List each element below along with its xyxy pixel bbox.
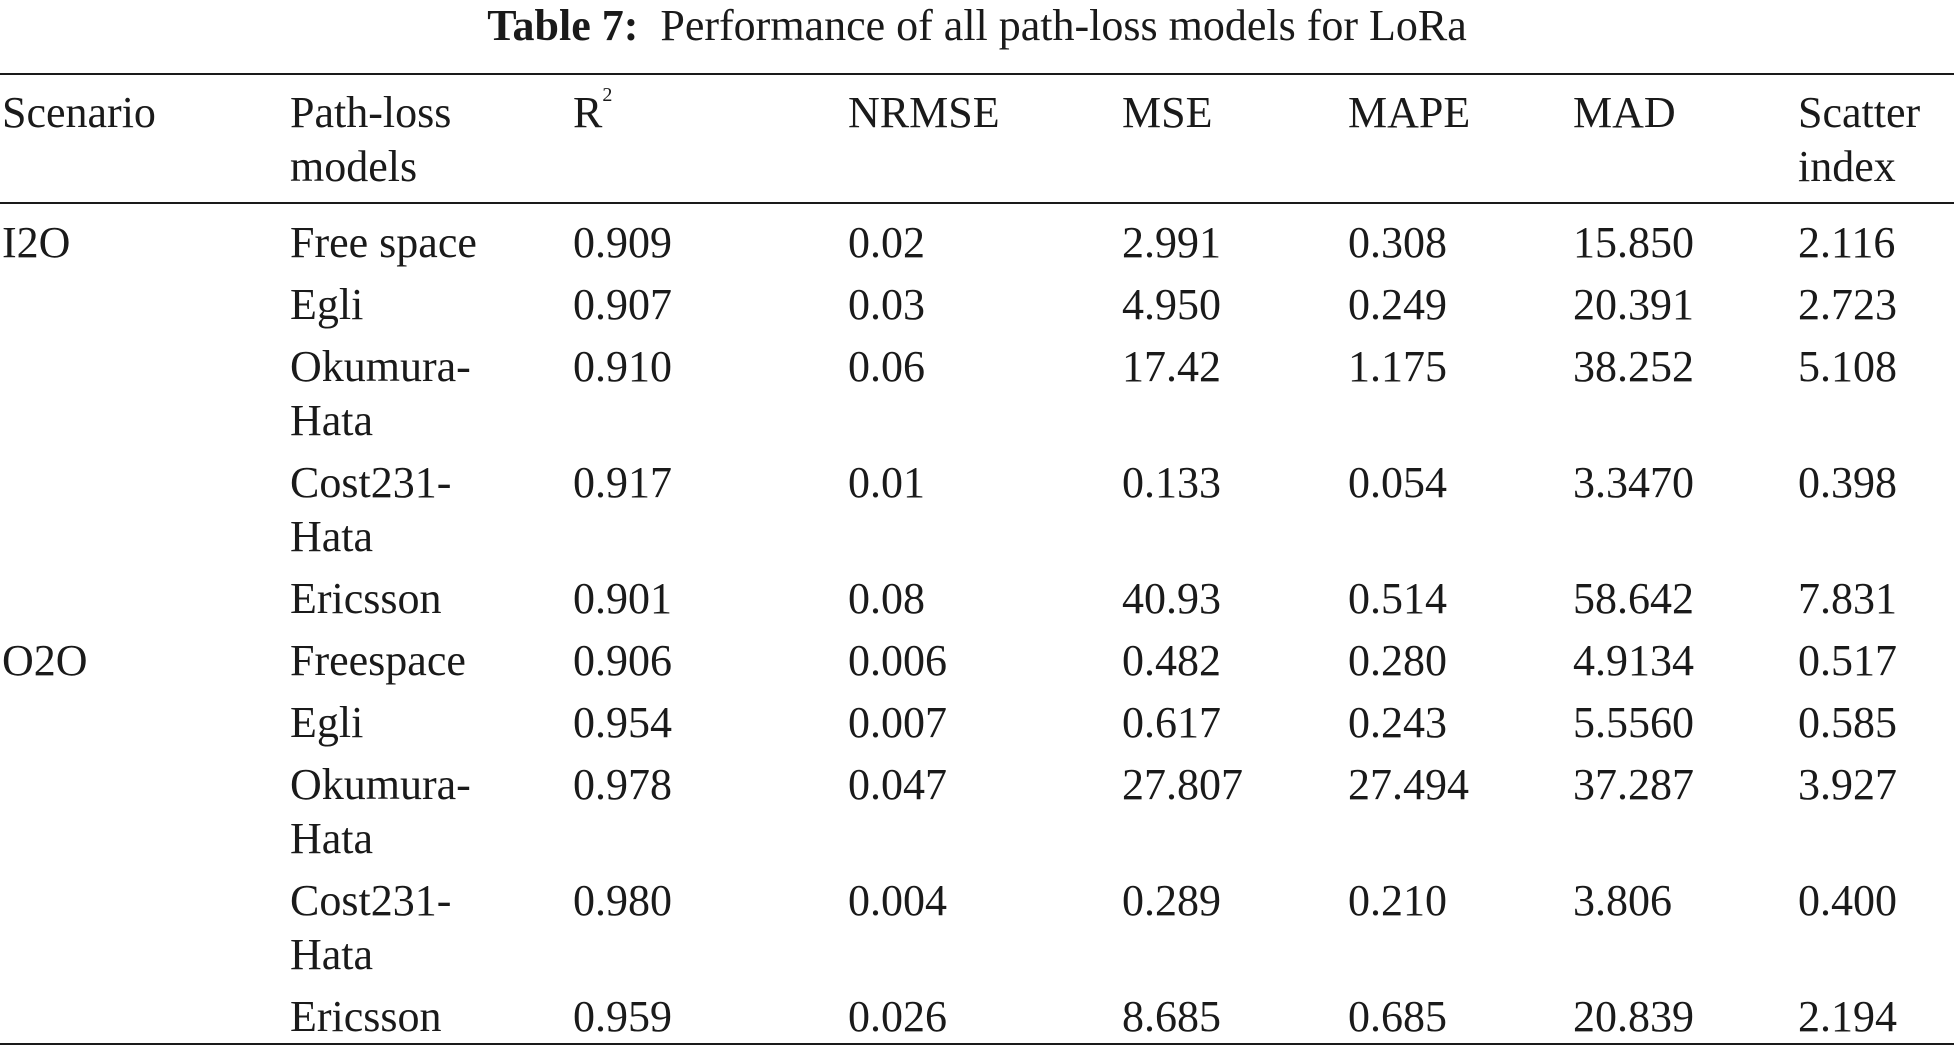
header-r2: R2 [573,84,613,140]
bottom-rule [0,1043,1954,1045]
cell-mape: 1.175 [1348,342,1447,391]
header-mse: MSE [1122,88,1213,137]
cell-r2: 0.910 [573,342,672,391]
cell-mad: 15.850 [1573,218,1694,267]
cell-r2: 0.907 [573,280,672,329]
cell-mape: 0.210 [1348,876,1447,925]
cell-mape: 0.514 [1348,574,1447,623]
cell-scatter: 2.723 [1798,280,1897,329]
cell-r2: 0.901 [573,574,672,623]
cell-model: Hata [290,814,374,863]
cell-mad: 58.642 [1573,574,1694,623]
cell-scatter: 0.585 [1798,698,1897,747]
cell-model: Ericsson [290,574,442,623]
cell-mse: 8.685 [1122,992,1221,1041]
cell-scatter: 2.194 [1798,992,1897,1041]
cell-mape: 0.280 [1348,636,1447,685]
cell-model: Okumura- [290,760,471,809]
cell-nrmse: 0.02 [848,218,925,267]
header-model-line1: Path-loss [290,88,452,137]
cell-r2: 0.917 [573,458,672,507]
cell-mape: 0.243 [1348,698,1447,747]
cell-nrmse: 0.047 [848,760,947,809]
cell-mape: 27.494 [1348,760,1469,809]
header-model-line2: models [290,142,418,191]
cell-mse: 2.991 [1122,218,1221,267]
cell-scatter: 0.398 [1798,458,1897,507]
cell-mape: 0.054 [1348,458,1447,507]
cell-mse: 17.42 [1122,342,1221,391]
cell-r2: 0.959 [573,992,672,1041]
cell-nrmse: 0.08 [848,574,925,623]
header-mape: MAPE [1348,88,1471,137]
cell-nrmse: 0.004 [848,876,947,925]
cell-mse: 4.950 [1122,280,1221,329]
cell-nrmse: 0.06 [848,342,925,391]
cell-r2: 0.980 [573,876,672,925]
cell-mad: 3.3470 [1573,458,1694,507]
cell-mse: 0.289 [1122,876,1221,925]
cell-mape: 0.308 [1348,218,1447,267]
cell-model: Freespace [290,636,466,685]
cell-mse: 0.617 [1122,698,1221,747]
cell-model: Cost231- [290,458,452,507]
cell-nrmse: 0.03 [848,280,925,329]
cell-mape: 0.685 [1348,992,1447,1041]
cell-nrmse: 0.026 [848,992,947,1041]
table-caption: Table 7: Performance of all path-loss mo… [0,0,1954,60]
cell-model: Cost231- [290,876,452,925]
cell-mad: 20.391 [1573,280,1694,329]
cell-model: Free space [290,218,477,267]
cell-mse: 0.482 [1122,636,1221,685]
header-scenario: Scenario [2,88,156,137]
cell-model: Egli [290,698,364,747]
cell-nrmse: 0.006 [848,636,947,685]
table-label: Table 7: [487,1,639,50]
cell-scatter: 3.927 [1798,760,1897,809]
cell-model: Hata [290,930,374,979]
cell-mad: 3.806 [1573,876,1672,925]
cell-r2: 0.978 [573,760,672,809]
cell-scenario: O2O [2,636,88,685]
cell-model: Egli [290,280,364,329]
cell-r2: 0.909 [573,218,672,267]
cell-r2: 0.954 [573,698,672,747]
cell-mad: 37.287 [1573,760,1694,809]
cell-model: Hata [290,512,374,561]
cell-mad: 5.5560 [1573,698,1694,747]
cell-scatter: 0.400 [1798,876,1897,925]
cell-mse: 27.807 [1122,760,1243,809]
cell-r2: 0.906 [573,636,672,685]
cell-model: Ericsson [290,992,442,1041]
header-r2-base: R [573,88,603,137]
cell-model: Hata [290,396,374,445]
header-scatter-line1: Scatter [1798,88,1921,137]
cell-mape: 0.249 [1348,280,1447,329]
cell-mad: 20.839 [1573,992,1694,1041]
cell-mse: 40.93 [1122,574,1221,623]
cell-scatter: 0.517 [1798,636,1897,685]
cell-mad: 4.9134 [1573,636,1694,685]
header-scatter-line2: index [1798,142,1896,191]
header-mad: MAD [1573,88,1676,137]
table-title: Performance of all path-loss models for … [660,1,1467,50]
cell-scatter: 5.108 [1798,342,1897,391]
cell-mse: 0.133 [1122,458,1221,507]
cell-scatter: 7.831 [1798,574,1897,623]
cell-scenario: I2O [2,218,71,267]
cell-scatter: 2.116 [1798,218,1896,267]
header-r2-superscript: 2 [602,84,613,106]
cell-mad: 38.252 [1573,342,1694,391]
cell-model: Okumura- [290,342,471,391]
header-nrmse: NRMSE [848,88,1000,137]
top-rule [0,73,1954,75]
cell-nrmse: 0.007 [848,698,947,747]
header-rule [0,202,1954,204]
cell-nrmse: 0.01 [848,458,925,507]
